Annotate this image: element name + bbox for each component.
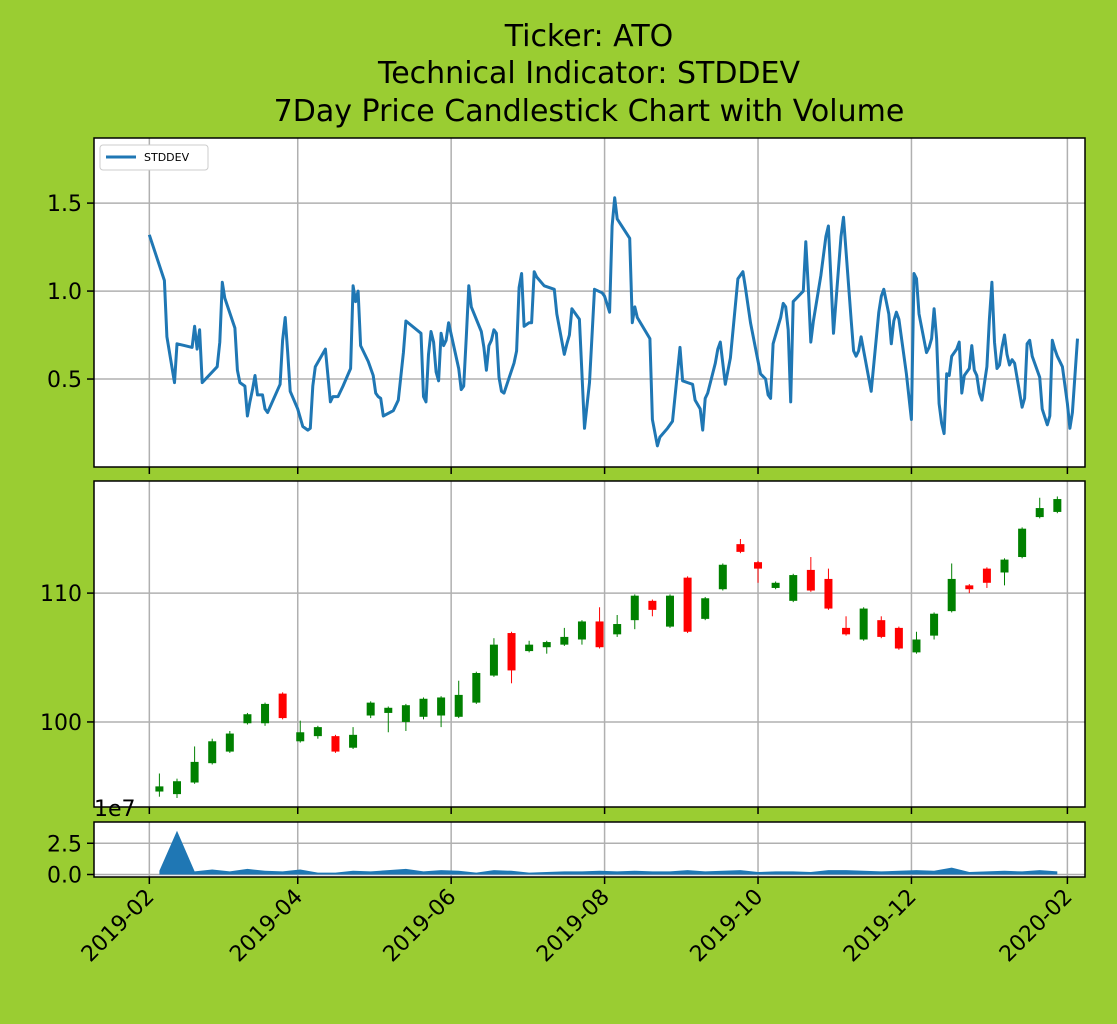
- candle-body: [894, 627, 903, 649]
- candle-body: [560, 636, 569, 645]
- plot-area: [94, 822, 1085, 877]
- legend-label: STDDEV: [144, 151, 190, 164]
- plot-frame: [93, 137, 1086, 468]
- candle-body: [789, 575, 798, 601]
- candle-body: [947, 578, 956, 612]
- candle-body: [736, 544, 745, 552]
- plot-frame: [93, 821, 1086, 878]
- volume-area: [159, 830, 1058, 875]
- candle-body: [982, 568, 991, 583]
- candle-body: [366, 702, 375, 716]
- candle-body: [912, 639, 921, 653]
- candle-body: [225, 733, 234, 752]
- plot-area: [94, 481, 1085, 807]
- candle-body: [155, 786, 164, 792]
- candle-body: [454, 694, 463, 717]
- candle-body: [190, 761, 199, 783]
- chart-title-line-2: Technical Indicator: STDDEV: [377, 56, 800, 91]
- candle-body: [930, 613, 939, 636]
- candle-body: [525, 644, 534, 652]
- legend: STDDEV: [99, 144, 209, 171]
- candle-body: [648, 600, 657, 610]
- y-tick-label: 100: [40, 711, 82, 736]
- candle-body: [173, 781, 182, 795]
- y-tick-label: 1.0: [47, 280, 82, 305]
- plot-frame: [93, 480, 1086, 808]
- date-axis: 2019-02 2019-04 2019-06 2019-08 2019-10 2019-…: [77, 885, 1078, 968]
- indicator-panel: 0.5 1.0 1.5 STDDEV: [47, 137, 1086, 474]
- candlestick-panel: 100 110: [40, 480, 1086, 814]
- candle-body: [401, 705, 410, 722]
- x-tick-label: 2019-04: [225, 885, 308, 968]
- x-tick-label: 2020-02: [995, 885, 1078, 968]
- y-tick-label: 110: [40, 582, 82, 607]
- candle-body: [595, 621, 604, 648]
- candle-body: [489, 644, 498, 676]
- candle-body: [1000, 559, 1009, 573]
- candle-body: [261, 703, 270, 724]
- candle-body: [754, 562, 763, 569]
- candle-body: [1035, 508, 1044, 518]
- chart-title-line-1: Ticker: ATO: [504, 19, 674, 54]
- candle-body: [349, 734, 358, 748]
- y-tick-label: 1.5: [47, 192, 82, 217]
- candle-body: [331, 736, 340, 752]
- candle-body: [296, 732, 305, 742]
- candle-body: [208, 741, 217, 764]
- candle-body: [419, 698, 428, 717]
- candle-body: [771, 582, 780, 588]
- y-tick-label: 0.5: [47, 368, 82, 393]
- candle-body: [842, 627, 851, 635]
- candle-body: [507, 633, 516, 671]
- y-tick-label: 2.5: [47, 832, 82, 857]
- y-tick-label: 0.0: [47, 864, 82, 889]
- candle-body: [877, 620, 886, 637]
- candle-body: [437, 697, 446, 716]
- candle-body: [665, 595, 674, 627]
- candle-body: [701, 598, 710, 619]
- candle-body: [278, 693, 287, 719]
- volume-offset-label: 1e7: [94, 797, 136, 822]
- x-tick-label: 2019-12: [839, 885, 922, 968]
- x-tick-label: 2019-02: [77, 885, 160, 968]
- candle-body: [806, 569, 815, 591]
- candle-body: [965, 585, 974, 590]
- candle-body: [630, 595, 639, 621]
- candle-body: [577, 621, 586, 640]
- candle-body: [1053, 499, 1062, 512]
- legend-frame: [99, 144, 209, 171]
- x-tick-label: 2019-06: [379, 885, 462, 968]
- candle-body: [313, 727, 322, 737]
- candle-body: [384, 707, 393, 713]
- volume-panel: 0.0 2.5 1e7: [47, 797, 1086, 889]
- series-line-stddev: [147, 196, 1079, 448]
- candle-body: [824, 578, 833, 609]
- candle-body: [683, 577, 692, 632]
- candle-body: [859, 608, 868, 640]
- candle-body: [542, 642, 551, 648]
- candle-body: [613, 624, 622, 635]
- candle-body: [1018, 528, 1027, 558]
- candle-body: [243, 714, 252, 724]
- x-tick-label: 2019-08: [532, 885, 615, 968]
- candle-body: [472, 672, 481, 703]
- plot-area: [94, 138, 1085, 467]
- x-tick-label: 2019-10: [686, 885, 769, 968]
- chart-title-line-3: 7Day Price Candlestick Chart with Volume: [274, 94, 905, 129]
- candle-body: [718, 564, 727, 590]
